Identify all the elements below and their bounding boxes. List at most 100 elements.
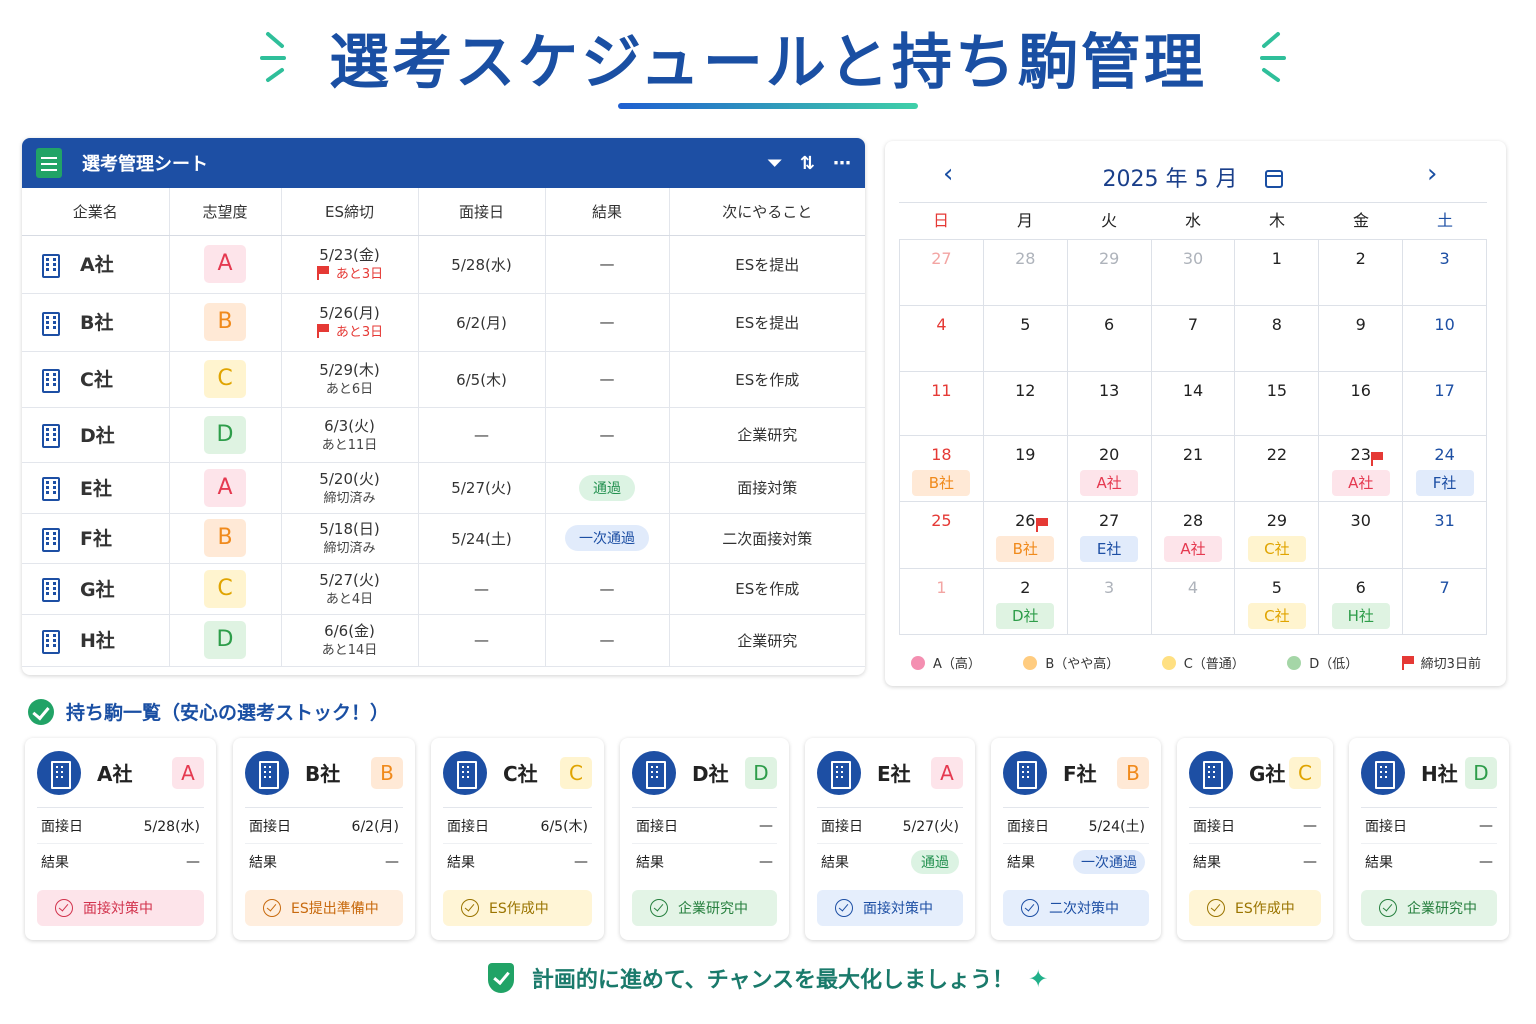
company-card[interactable]: H社 D 面接日 — 結果 — 企業研究中 — [1349, 738, 1509, 940]
calendar-day[interactable]: 2 — [1319, 240, 1404, 306]
day-number: 2 — [1020, 578, 1031, 597]
calendar-day[interactable]: 7 — [1403, 569, 1488, 635]
legend-item: C（普通） — [1161, 653, 1245, 672]
calendar-day[interactable]: 28 — [983, 240, 1068, 306]
calendar-day[interactable]: 1 — [900, 569, 984, 635]
calendar-event[interactable]: D社 — [996, 603, 1055, 629]
table-row[interactable]: C社 C 5/29(木) あと6日 6/5(木) — ESを作成 — [22, 351, 865, 408]
grade-badge: A — [172, 756, 204, 789]
calendar-day[interactable]: 24 F社 — [1403, 436, 1488, 502]
day-number: 20 — [1098, 445, 1120, 464]
calendar-day[interactable]: 4 — [900, 306, 984, 372]
calendar-day[interactable]: 27 E社 — [1067, 502, 1152, 569]
calendar-day[interactable]: 30 — [1151, 240, 1236, 306]
calendar-day[interactable]: 22 — [1235, 436, 1320, 502]
company-card[interactable]: F社 B 面接日 5/24(土) 結果 一次通過 二次対策中 — [991, 738, 1161, 940]
calendar-event[interactable]: B社 — [996, 536, 1055, 562]
company-card[interactable]: B社 B 面接日 6/2(月) 結果 — ES提出準備中 — [233, 738, 415, 940]
calendar-event[interactable]: H社 — [1331, 603, 1390, 629]
interview-row: 面接日 5/24(土) — [1003, 808, 1149, 844]
grade-cell: D — [169, 407, 282, 463]
day-number: 4 — [936, 315, 947, 334]
grade-cell: B — [169, 293, 282, 352]
calendar-event[interactable]: C社 — [1247, 603, 1306, 629]
calendar-day[interactable]: 26 B社 — [983, 502, 1068, 569]
calendar-day[interactable]: 28 A社 — [1151, 502, 1236, 569]
table-row[interactable]: G社 C 5/27(火) あと4日 — — ESを作成 — [22, 563, 865, 615]
calendar-day[interactable]: 10 — [1403, 306, 1488, 372]
more-icon[interactable]: ⋯ — [833, 152, 851, 174]
calendar-day[interactable]: 3 — [1067, 569, 1152, 635]
calendar-day[interactable]: 19 — [983, 436, 1068, 502]
calendar-day[interactable]: 3 — [1403, 240, 1488, 306]
card-header: B社 B — [245, 738, 403, 808]
next-action-cell: 二次面接対策 — [669, 513, 865, 564]
calendar-day[interactable]: 27 — [900, 240, 984, 306]
company-card[interactable]: A社 A 面接日 5/28(水) 結果 — 面接対策中 — [25, 738, 216, 940]
calendar-day[interactable]: 23 A社 — [1319, 436, 1404, 502]
table-row[interactable]: A社 A 5/23(金) あと3日 5/28(水) — ESを提出 — [22, 235, 865, 294]
calendar-day[interactable]: 2 D社 — [983, 569, 1068, 635]
calendar-day[interactable]: 5 — [983, 306, 1068, 372]
sort-icon[interactable]: ⇅ — [799, 152, 815, 174]
company-card[interactable]: G社 C 面接日 — 結果 — ES作成中 — [1177, 738, 1333, 940]
interview-value: 5/27(火) — [902, 818, 959, 835]
sheet-title: 選考管理シート — [82, 154, 208, 175]
building-icon — [42, 253, 60, 278]
calendar-day[interactable]: 9 — [1319, 306, 1404, 372]
calendar-day[interactable]: 1 — [1235, 240, 1320, 306]
company-card[interactable]: E社 A 面接日 5/27(火) 結果 通過 面接対策中 — [805, 738, 975, 940]
status-label: 面接対策中 — [863, 901, 933, 917]
prev-month-icon[interactable]: ‹ — [943, 159, 954, 189]
calendar-day[interactable]: 6 H社 — [1319, 569, 1404, 635]
table-row[interactable]: B社 B 5/26(月) あと3日 6/2(月) — ESを提出 — [22, 293, 865, 352]
calendar-day[interactable]: 20 A社 — [1067, 436, 1152, 502]
calendar-day[interactable]: 30 — [1319, 502, 1404, 569]
company-card[interactable]: D社 D 面接日 — 結果 — 企業研究中 — [620, 738, 789, 940]
calendar-day[interactable]: 4 — [1151, 569, 1236, 635]
calendar-event[interactable]: A社 — [1331, 470, 1390, 496]
interview-date: — — [474, 579, 489, 598]
calendar-day[interactable]: 12 — [983, 372, 1068, 436]
next-month-icon[interactable]: › — [1427, 159, 1438, 189]
calendar-day[interactable]: 21 — [1151, 436, 1236, 502]
calendar-event[interactable]: F社 — [1415, 470, 1474, 496]
es-remaining: あと3日 — [282, 266, 418, 284]
calendar-day[interactable]: 15 — [1235, 372, 1320, 436]
calendar-event[interactable]: A社 — [1080, 470, 1139, 496]
status-chip: ES作成中 — [1189, 890, 1321, 926]
day-number: 3 — [1104, 578, 1115, 597]
calendar-day[interactable]: 31 — [1403, 502, 1488, 569]
table-row[interactable]: D社 D 6/3(火) あと11日 — — 企業研究 — [22, 407, 865, 463]
calendar-day[interactable]: 14 — [1151, 372, 1236, 436]
calendar-day[interactable]: 16 — [1319, 372, 1404, 436]
company-card[interactable]: C社 C 面接日 6/5(木) 結果 — ES作成中 — [431, 738, 604, 940]
result-label: 結果 — [821, 855, 849, 871]
day-number: 27 — [1098, 511, 1120, 530]
calendar-icon[interactable] — [1265, 170, 1284, 188]
calendar-day[interactable]: 11 — [900, 372, 984, 436]
calendar-day[interactable]: 8 — [1235, 306, 1320, 372]
calendar-day[interactable]: 25 — [900, 502, 984, 569]
calendar-event[interactable]: E社 — [1080, 536, 1139, 562]
calendar-event[interactable]: B社 — [912, 470, 971, 496]
table-row[interactable]: E社 A 5/20(火) 締切済み 5/27(火) 通過 面接対策 — [22, 462, 865, 514]
calendar-day[interactable]: 7 — [1151, 306, 1236, 372]
day-number: 16 — [1350, 381, 1371, 400]
grade-cell: D — [169, 614, 282, 667]
calendar-event[interactable]: C社 — [1247, 536, 1306, 562]
calendar-day[interactable]: 6 — [1067, 306, 1152, 372]
es-date: 5/26(月) — [319, 304, 380, 322]
interview-value: — — [1479, 817, 1493, 834]
calendar-day[interactable]: 18 B社 — [900, 436, 984, 502]
table-row[interactable]: H社 D 6/6(金) あと14日 — — 企業研究 — [22, 614, 865, 667]
calendar-day[interactable]: 17 — [1403, 372, 1488, 436]
calendar-event[interactable]: A社 — [1164, 536, 1222, 562]
calendar-day[interactable]: 29 C社 — [1235, 502, 1320, 569]
es-deadline-cell: 6/3(火) あと11日 — [281, 407, 419, 463]
calendar-day[interactable]: 29 — [1067, 240, 1152, 306]
calendar-day[interactable]: 13 — [1067, 372, 1152, 436]
filter-icon[interactable]: ⏷ — [767, 152, 782, 174]
table-row[interactable]: F社 B 5/18(日) 締切済み 5/24(土) 一次通過 二次面接対策 — [22, 513, 865, 564]
calendar-day[interactable]: 5 C社 — [1235, 569, 1320, 635]
